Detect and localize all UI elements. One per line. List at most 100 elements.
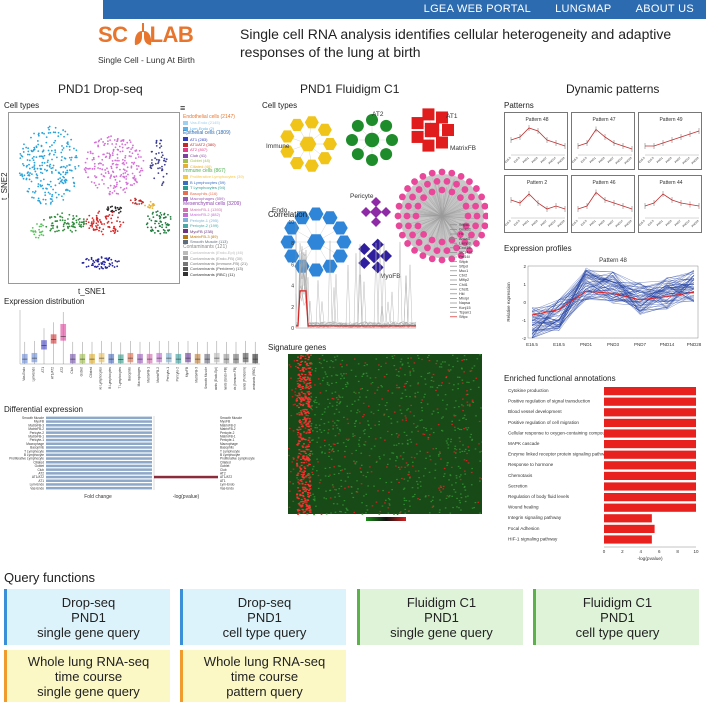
legend-item[interactable]: Ciliated (40) <box>183 164 263 169</box>
profile-gene-line <box>531 279 695 330</box>
heat-cell <box>344 456 346 458</box>
legend-item[interactable]: MatrixFB-1 (1393) <box>183 207 263 212</box>
heat-cell <box>417 355 419 357</box>
node <box>419 172 427 180</box>
heat-cell <box>308 356 311 358</box>
legend-item[interactable]: Pericyte-2 (199) <box>183 223 263 228</box>
tsne-point <box>81 262 84 264</box>
tsne-point <box>159 220 162 223</box>
legend-item[interactable]: Contaminants (Endo-Epi) (46) <box>183 250 263 255</box>
legend-text: MatrixFB-2 (882) <box>190 212 221 218</box>
heat-cell <box>345 438 348 440</box>
tsne-point <box>132 144 134 147</box>
heat-cell <box>409 505 411 507</box>
legend-group-header[interactable]: Contaminants (121) <box>183 244 263 250</box>
nav-about-us[interactable]: ABOUT US <box>635 3 694 15</box>
legend-item[interactable]: Pericyte-1 (295) <box>183 218 263 223</box>
legend-menu-icon[interactable]: ≡ <box>180 103 186 113</box>
legend-item[interactable]: Contaminants (RBC) (11) <box>183 272 263 277</box>
heat-cell <box>300 458 303 460</box>
legend-item[interactable]: AT1/AT2 (380) <box>183 142 263 147</box>
legend-group-header[interactable]: Mesenchymal cells (3209) <box>183 201 263 207</box>
nav-lungmap[interactable]: LUNGMAP <box>555 3 612 15</box>
query-button-3[interactable]: Fluidigm C1 PND1 cell type query <box>533 589 699 645</box>
legend-text: Proliferative Lymphocytes (39) <box>190 174 244 180</box>
corr-legend-gene: Cbr2 <box>459 274 467 278</box>
heat-cell <box>409 438 412 441</box>
heat-cell <box>470 433 472 436</box>
query-button-line: Drop-seq <box>237 594 292 610</box>
query-button-2[interactable]: Fluidigm C1 PND1 single gene query <box>357 589 523 645</box>
legend-item[interactable]: Smooth Muscle (113) <box>183 239 263 244</box>
tsne-point <box>42 157 45 160</box>
tsne-point <box>37 236 40 239</box>
legend-item[interactable]: Lym-Endo (2) <box>183 126 263 131</box>
legend-group-header[interactable]: Epithelial cells (1809) <box>183 130 263 136</box>
heat-cell <box>370 427 372 429</box>
query-button-5[interactable]: Whole lung RNA-seq time course pattern que… <box>180 650 346 702</box>
tsne-point <box>91 223 94 226</box>
legend-item[interactable]: AT2 (807) <box>183 147 263 152</box>
legend-item[interactable]: Contaminants (Periderm) (13) <box>183 266 263 271</box>
tsne-point <box>114 229 117 232</box>
legend-item[interactable]: Vas-Endo (2145) <box>183 120 263 125</box>
legend-group-header[interactable]: Immune cells (867) <box>183 168 263 174</box>
legend-item[interactable]: B Lymphocytes (59) <box>183 180 263 185</box>
tsne-point <box>149 205 152 208</box>
tsne-point <box>98 263 100 266</box>
nav-lgea-web-portal[interactable]: LGEA WEB PORTAL <box>423 3 532 15</box>
tsne-plot[interactable] <box>8 112 180 284</box>
legend-item[interactable]: Contaminants (Endo-FB) (30) <box>183 256 263 261</box>
legend-item[interactable]: Contaminants (Immune-FB) (21) <box>183 261 263 266</box>
legend-item[interactable]: MatrixFB-2 (882) <box>183 212 263 217</box>
heat-cell <box>391 452 393 454</box>
tsne-point <box>104 172 107 174</box>
pattern-tick: PND1 <box>656 156 664 164</box>
legend-item[interactable]: Goblet (48) <box>183 158 263 163</box>
heat-cell <box>421 410 424 412</box>
legend-item[interactable]: Basophils (116) <box>183 191 263 196</box>
sclab-logo[interactable]: SC LAB Single Cell - Lung At Birth <box>98 22 228 72</box>
tsne-point <box>104 257 107 260</box>
legend-item[interactable]: MatrixFB-3 (89) <box>183 234 263 239</box>
signature-genes-heatmap[interactable] <box>288 354 482 524</box>
query-button-0[interactable]: Drop-seq PND1 single gene query <box>4 589 170 645</box>
tsne-point <box>37 185 40 188</box>
legend-item[interactable]: MyoFB (238) <box>183 229 263 234</box>
heat-cell <box>331 382 333 384</box>
legend-item[interactable]: Proliferative Lymphocytes (39) <box>183 174 263 179</box>
legend-group-header[interactable]: Endothelial cells (2147) <box>183 114 263 120</box>
heat-cell <box>345 445 347 448</box>
query-button-1[interactable]: Drop-seq PND1 cell type query <box>180 589 346 645</box>
heat-cell <box>308 398 311 400</box>
legend-item[interactable]: Club (41) <box>183 153 263 158</box>
legend-item[interactable]: AT1 (283) <box>183 137 263 142</box>
heat-cell <box>365 372 368 374</box>
query-button-4[interactable]: Whole lung RNA-seq time course single gene… <box>4 650 170 702</box>
heat-cell <box>332 428 334 430</box>
pattern-tick: PND1 <box>522 156 530 164</box>
legend-item[interactable]: T Lymphocytes (94) <box>183 185 263 190</box>
expression-boxplot[interactable]: Vas-Endo Lym-Endo AT1 AT1/AT2 AT2 Club Goblet C… <box>2 306 264 390</box>
heat-cell <box>408 500 411 502</box>
heat-cell <box>397 371 400 373</box>
heat-cell <box>448 370 451 372</box>
heat-cell <box>469 403 471 405</box>
node <box>415 239 423 246</box>
heat-cell <box>456 357 459 359</box>
legend-item[interactable]: Macrophages (559) <box>183 196 263 201</box>
diff-category-label: Macrophage <box>26 442 44 446</box>
tsne-point <box>106 136 109 139</box>
heat-cell <box>332 425 335 427</box>
